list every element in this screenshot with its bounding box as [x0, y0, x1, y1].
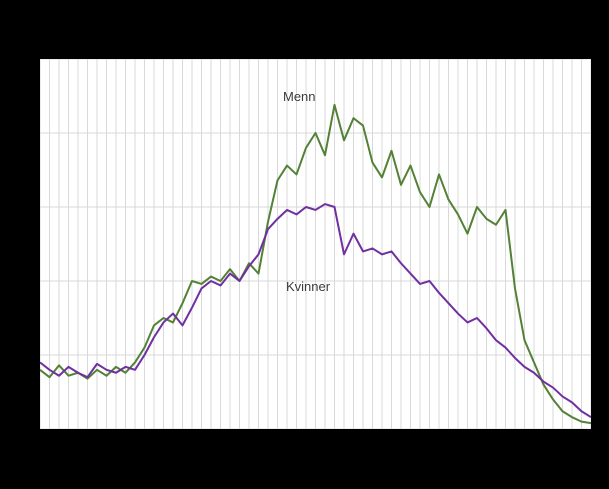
chart-area: Menn Kvinner [40, 59, 591, 429]
series-label-menn: Menn [283, 89, 316, 104]
series-label-kvinner: Kvinner [286, 279, 331, 294]
plot-svg [40, 59, 591, 429]
